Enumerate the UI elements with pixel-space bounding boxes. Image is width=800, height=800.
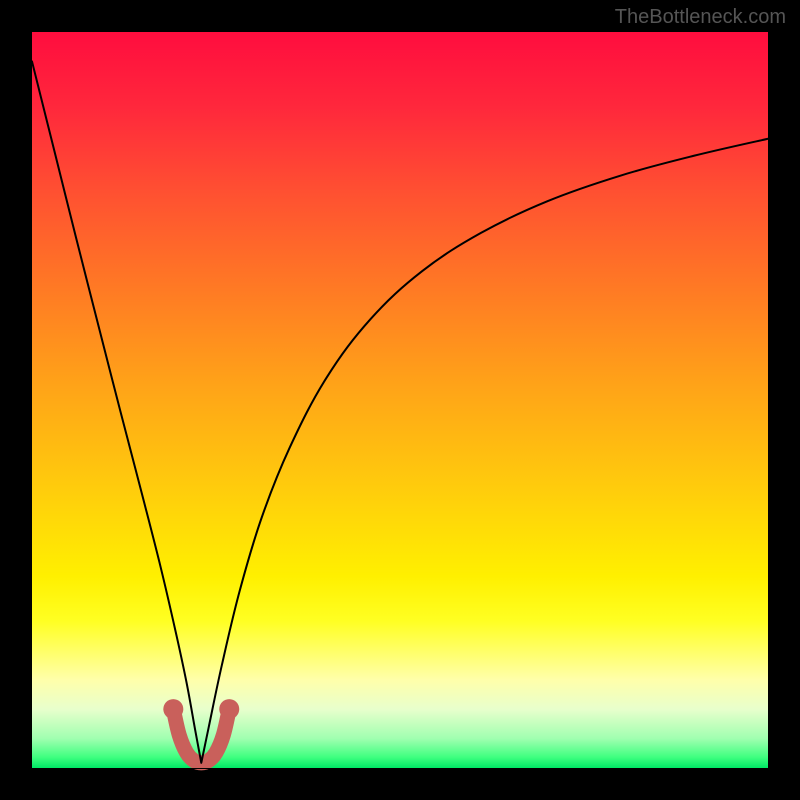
plot-svg — [0, 0, 800, 800]
bottom-u-bulb-left — [163, 699, 183, 719]
watermark-text: TheBottleneck.com — [615, 6, 786, 29]
plot-background — [32, 32, 768, 768]
root-container: TheBottleneck.com — [0, 0, 800, 800]
bottom-u-bulb-right — [219, 699, 239, 719]
